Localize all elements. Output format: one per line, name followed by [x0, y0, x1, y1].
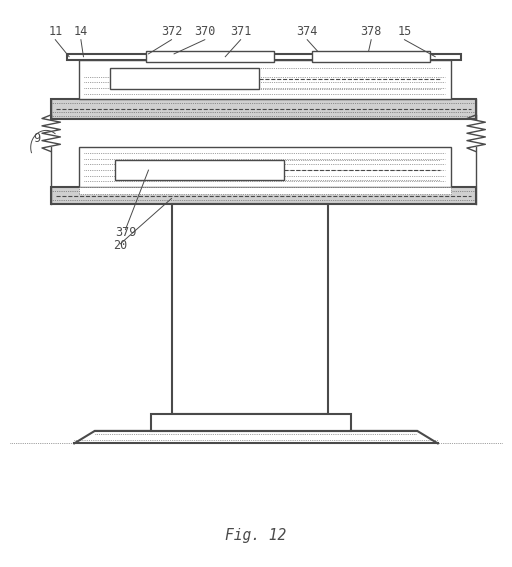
Text: 372: 372	[161, 25, 182, 37]
Bar	[79, 147, 451, 187]
Bar	[115, 160, 284, 180]
Text: 374: 374	[296, 25, 318, 37]
Text: 20: 20	[113, 239, 127, 252]
Bar	[312, 51, 430, 62]
Bar	[79, 187, 451, 194]
Text: 370: 370	[194, 25, 216, 37]
Bar	[146, 51, 274, 62]
Bar	[67, 54, 461, 60]
Text: 371: 371	[230, 25, 251, 37]
Text: 15: 15	[397, 25, 412, 37]
Bar	[51, 187, 476, 204]
Bar	[110, 68, 259, 89]
Bar	[151, 414, 351, 431]
Bar	[79, 60, 451, 99]
Text: 11: 11	[48, 25, 62, 37]
Bar	[172, 204, 328, 414]
Text: 379: 379	[115, 226, 136, 239]
Bar	[51, 99, 476, 119]
Text: 378: 378	[360, 25, 382, 37]
Text: 14: 14	[74, 25, 88, 37]
Text: Fig. 12: Fig. 12	[225, 528, 287, 543]
Text: 9: 9	[33, 133, 40, 145]
